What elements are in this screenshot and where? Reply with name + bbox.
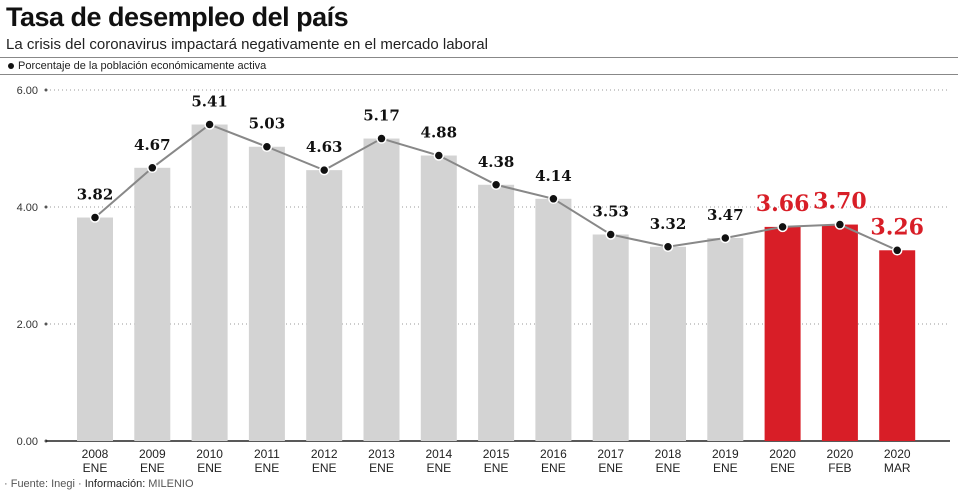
x-tick-year: 2008: [82, 447, 109, 461]
data-label: 4.14: [535, 167, 572, 185]
data-point: [777, 221, 788, 233]
x-tick-month: ENE: [197, 461, 222, 475]
data-label: 4.38: [478, 153, 515, 171]
x-tick-year: 2018: [655, 447, 682, 461]
x-tick-year: 2019: [712, 447, 739, 461]
bar: [77, 217, 113, 441]
bar: [592, 234, 629, 441]
chart-title: Tasa de desempleo del país: [6, 2, 349, 32]
bar: [478, 184, 515, 441]
bar: [879, 250, 916, 441]
x-tick-month: ENE: [83, 461, 108, 475]
x-tick-month: ENE: [713, 461, 738, 475]
info-value: MILENIO: [145, 478, 194, 490]
source-value: Inegi ·: [48, 478, 85, 490]
y-tick-mark: [44, 322, 48, 326]
x-tick-month: ENE: [656, 461, 681, 475]
x-tick-month: ENE: [541, 461, 566, 475]
data-label: 3.66: [756, 191, 810, 217]
data-point: [891, 245, 903, 256]
bar: [306, 170, 343, 441]
x-tick-month: ENE: [426, 461, 451, 475]
y-tick-label: 2.00: [17, 319, 38, 331]
data-point: [834, 219, 846, 230]
data-point: [204, 119, 215, 130]
bar: [134, 167, 171, 441]
x-tick-year: 2009: [139, 447, 166, 461]
info-label: Información:: [84, 478, 146, 490]
bar: [707, 238, 744, 441]
x-tick-year: 2010: [196, 447, 223, 461]
source-note: · Fuente: Inegi · Información: MILENIO: [4, 478, 194, 490]
data-point: [662, 241, 674, 253]
y-tick-label: 0.00: [17, 436, 38, 448]
data-label: 5.03: [249, 115, 286, 133]
x-tick-year: 2017: [597, 447, 624, 461]
x-tick-month: ENE: [255, 461, 280, 475]
x-tick-month: ENE: [598, 461, 623, 475]
bar: [363, 138, 400, 441]
x-tick-year: 2020: [884, 447, 911, 461]
data-label: 4.63: [306, 138, 343, 156]
data-point: [548, 193, 559, 205]
data-label: 3.26: [870, 214, 924, 240]
data-label: 4.88: [421, 124, 458, 142]
data-point: [261, 141, 273, 152]
data-label: 3.47: [707, 206, 744, 224]
y-tick-mark: [44, 88, 48, 92]
data-point: [490, 179, 502, 191]
data-point: [720, 232, 731, 244]
x-tick-month: ENE: [140, 461, 165, 475]
y-tick-label: 6.00: [17, 85, 38, 97]
chart-subtitle: La crisis del coronavirus impactará nega…: [6, 36, 488, 53]
x-tick-month: ENE: [484, 461, 509, 475]
data-point: [376, 133, 387, 144]
data-point: [318, 164, 330, 176]
bar: [248, 146, 285, 441]
x-tick-month: ENE: [770, 461, 795, 475]
x-tick-year: 2014: [425, 447, 452, 461]
data-point: [433, 150, 445, 161]
source-label: · Fuente:: [4, 478, 49, 490]
x-tick-month: MAR: [884, 461, 911, 475]
data-point: [89, 212, 101, 223]
bar: [650, 246, 686, 441]
x-tick-year: 2011: [254, 447, 280, 461]
y-tick-mark: [44, 205, 48, 209]
bar: [535, 198, 572, 441]
data-label: 5.41: [191, 93, 228, 111]
x-tick-year: 2016: [540, 447, 567, 461]
data-label: 3.53: [592, 202, 629, 220]
x-tick-month: ENE: [369, 461, 394, 475]
data-label: 4.67: [134, 136, 171, 154]
data-label: 3.70: [813, 189, 867, 215]
legend-label: Porcentaje de la población económicament…: [18, 60, 267, 72]
bar: [764, 226, 801, 441]
bar: [191, 124, 228, 441]
x-tick-month: ENE: [312, 461, 337, 475]
x-tick-year: 2020: [827, 447, 854, 461]
legend: Porcentaje de la población económicament…: [8, 60, 266, 72]
bar: [821, 224, 858, 441]
x-tick-year: 2015: [483, 447, 510, 461]
x-tick-year: 2013: [368, 447, 395, 461]
data-point: [147, 162, 158, 174]
bar: [420, 155, 457, 441]
data-label: 3.82: [77, 186, 114, 204]
legend-dot-icon: [8, 63, 14, 70]
y-tick-label: 4.00: [17, 202, 38, 214]
data-label: 3.32: [650, 215, 687, 233]
data-label: 5.17: [363, 107, 400, 125]
data-point: [605, 229, 616, 240]
x-tick-year: 2020: [769, 447, 796, 461]
divider: [0, 57, 958, 58]
x-tick-month: FEB: [828, 461, 851, 475]
x-tick-year: 2012: [311, 447, 338, 461]
divider: [0, 74, 958, 75]
